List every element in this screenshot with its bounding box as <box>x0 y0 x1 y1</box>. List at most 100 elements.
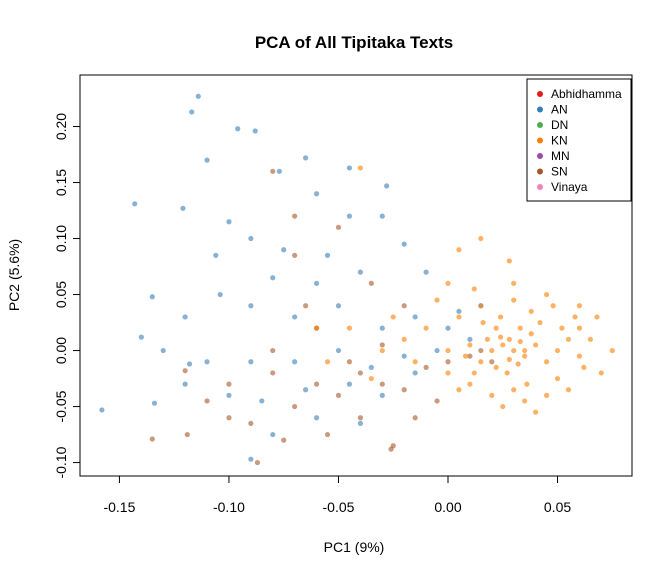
y-axis: -0.10 -0.05 0.00 0.05 0.10 0.15 0.20 <box>53 113 81 479</box>
point-kn <box>497 314 504 320</box>
point-kn <box>456 387 462 393</box>
point-an <box>313 415 320 421</box>
point-an <box>132 201 138 207</box>
point-sn <box>335 224 342 230</box>
point-an <box>217 291 223 298</box>
point-sn <box>303 303 309 309</box>
point-kn <box>493 364 499 370</box>
point-kn <box>434 297 440 303</box>
legend-label-kn: KN <box>551 134 568 148</box>
point-sn <box>388 446 394 452</box>
point-an <box>149 294 155 300</box>
point-kn <box>489 347 495 354</box>
point-an <box>456 308 462 314</box>
point-sn <box>204 398 210 404</box>
point-an <box>412 314 418 320</box>
point-an <box>204 359 210 365</box>
point-sn <box>270 168 276 174</box>
point-an <box>357 269 363 275</box>
point-an <box>324 252 331 258</box>
point-kn <box>445 370 451 376</box>
point-kn <box>581 364 587 370</box>
point-an <box>379 213 385 219</box>
y-tick-label: 0.15 <box>53 169 69 196</box>
point-sn <box>281 437 287 443</box>
point-sn <box>478 347 484 354</box>
point-kn <box>506 356 512 363</box>
point-kn <box>576 353 583 359</box>
point-sn <box>357 370 363 376</box>
point-an <box>248 359 254 365</box>
point-kn <box>462 353 469 359</box>
point-an <box>335 347 342 354</box>
point-kn <box>550 303 556 309</box>
legend-marker-mn <box>537 153 543 159</box>
point-kn <box>522 353 528 359</box>
point-kn <box>572 314 578 320</box>
point-kn <box>324 359 331 365</box>
point-an <box>160 347 166 354</box>
point-sn <box>379 342 385 348</box>
point-kn <box>528 308 534 314</box>
point-an <box>401 241 407 247</box>
x-axis-label: PC1 (9%) <box>324 539 385 555</box>
point-kn <box>543 359 550 365</box>
x-tick-label: 0.05 <box>544 499 571 515</box>
point-kn <box>456 314 462 320</box>
point-kn <box>500 403 506 410</box>
legend-label-an: AN <box>551 103 568 117</box>
point-an <box>357 420 363 426</box>
point-an <box>423 269 429 275</box>
point-kn <box>401 336 407 342</box>
point-an <box>292 314 298 320</box>
point-sn <box>335 392 342 398</box>
point-an <box>368 364 374 370</box>
point-sn <box>292 403 298 410</box>
point-kn <box>543 392 550 398</box>
point-an <box>270 275 276 281</box>
point-kn <box>346 325 353 331</box>
point-kn <box>456 247 462 253</box>
point-kn <box>484 336 491 342</box>
y-tick-label: 0.20 <box>53 113 69 140</box>
x-tick-label: -0.05 <box>323 499 355 515</box>
point-kn <box>471 286 477 292</box>
point-sn <box>270 347 276 354</box>
point-kn <box>445 347 451 354</box>
point-an <box>346 381 353 387</box>
point-kn <box>576 303 583 309</box>
point-kn <box>533 409 539 415</box>
legend-marker-an <box>537 106 543 113</box>
point-kn <box>478 359 484 365</box>
point-an <box>303 155 309 161</box>
point-an <box>99 407 105 413</box>
point-an <box>180 205 186 211</box>
point-kn <box>528 331 534 337</box>
point-kn <box>598 370 604 376</box>
point-an <box>138 334 144 340</box>
point-kn <box>493 325 499 331</box>
point-kn <box>357 165 363 171</box>
point-kn <box>576 325 583 331</box>
point-an <box>335 303 342 309</box>
y-tick-label: -0.05 <box>53 390 69 422</box>
x-tick-label: -0.15 <box>103 499 135 515</box>
point-an <box>204 157 210 163</box>
point-kn <box>565 336 572 342</box>
point-kn <box>478 303 484 309</box>
point-kn <box>478 235 484 242</box>
legend-box <box>526 78 632 202</box>
point-sn <box>357 415 363 421</box>
point-an <box>226 392 232 398</box>
point-kn <box>559 325 565 331</box>
point-sn <box>401 303 407 309</box>
point-sn <box>434 398 440 404</box>
legend-marker-sn <box>537 168 543 175</box>
point-kn <box>522 347 528 354</box>
point-kn <box>543 291 550 298</box>
point-sn <box>248 420 254 426</box>
point-an <box>276 168 282 174</box>
point-kn <box>504 370 510 376</box>
point-kn <box>517 338 523 345</box>
